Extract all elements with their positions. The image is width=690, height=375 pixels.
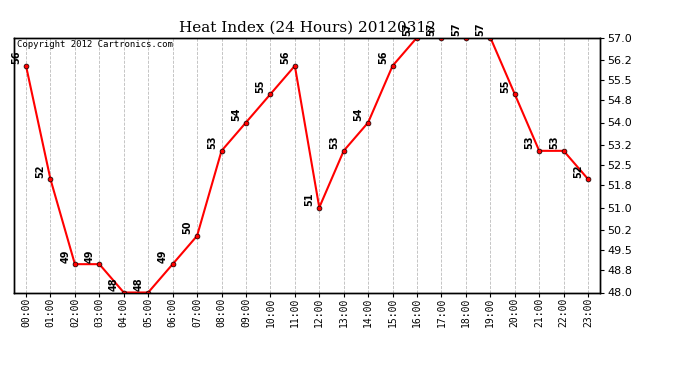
- Text: 55: 55: [500, 79, 510, 93]
- Text: 53: 53: [329, 136, 339, 150]
- Text: 56: 56: [378, 51, 388, 64]
- Text: 49: 49: [158, 249, 168, 263]
- Text: 57: 57: [402, 22, 413, 36]
- Text: 57: 57: [451, 22, 461, 36]
- Text: 49: 49: [85, 249, 95, 263]
- Text: 51: 51: [304, 193, 315, 206]
- Text: 56: 56: [11, 51, 21, 64]
- Text: 57: 57: [475, 22, 486, 36]
- Text: 48: 48: [109, 278, 119, 291]
- Text: 48: 48: [133, 278, 144, 291]
- Title: Heat Index (24 Hours) 20120312: Heat Index (24 Hours) 20120312: [179, 21, 435, 35]
- Text: 52: 52: [573, 164, 583, 178]
- Text: 57: 57: [426, 22, 437, 36]
- Text: 49: 49: [60, 249, 70, 263]
- Text: 54: 54: [353, 108, 364, 121]
- Text: Copyright 2012 Cartronics.com: Copyright 2012 Cartronics.com: [17, 40, 172, 49]
- Text: 56: 56: [280, 51, 290, 64]
- Text: 52: 52: [36, 164, 46, 178]
- Text: 53: 53: [549, 136, 559, 150]
- Text: 53: 53: [207, 136, 217, 150]
- Text: 55: 55: [256, 79, 266, 93]
- Text: 50: 50: [182, 221, 193, 234]
- Text: 54: 54: [231, 108, 241, 121]
- Text: 53: 53: [524, 136, 535, 150]
